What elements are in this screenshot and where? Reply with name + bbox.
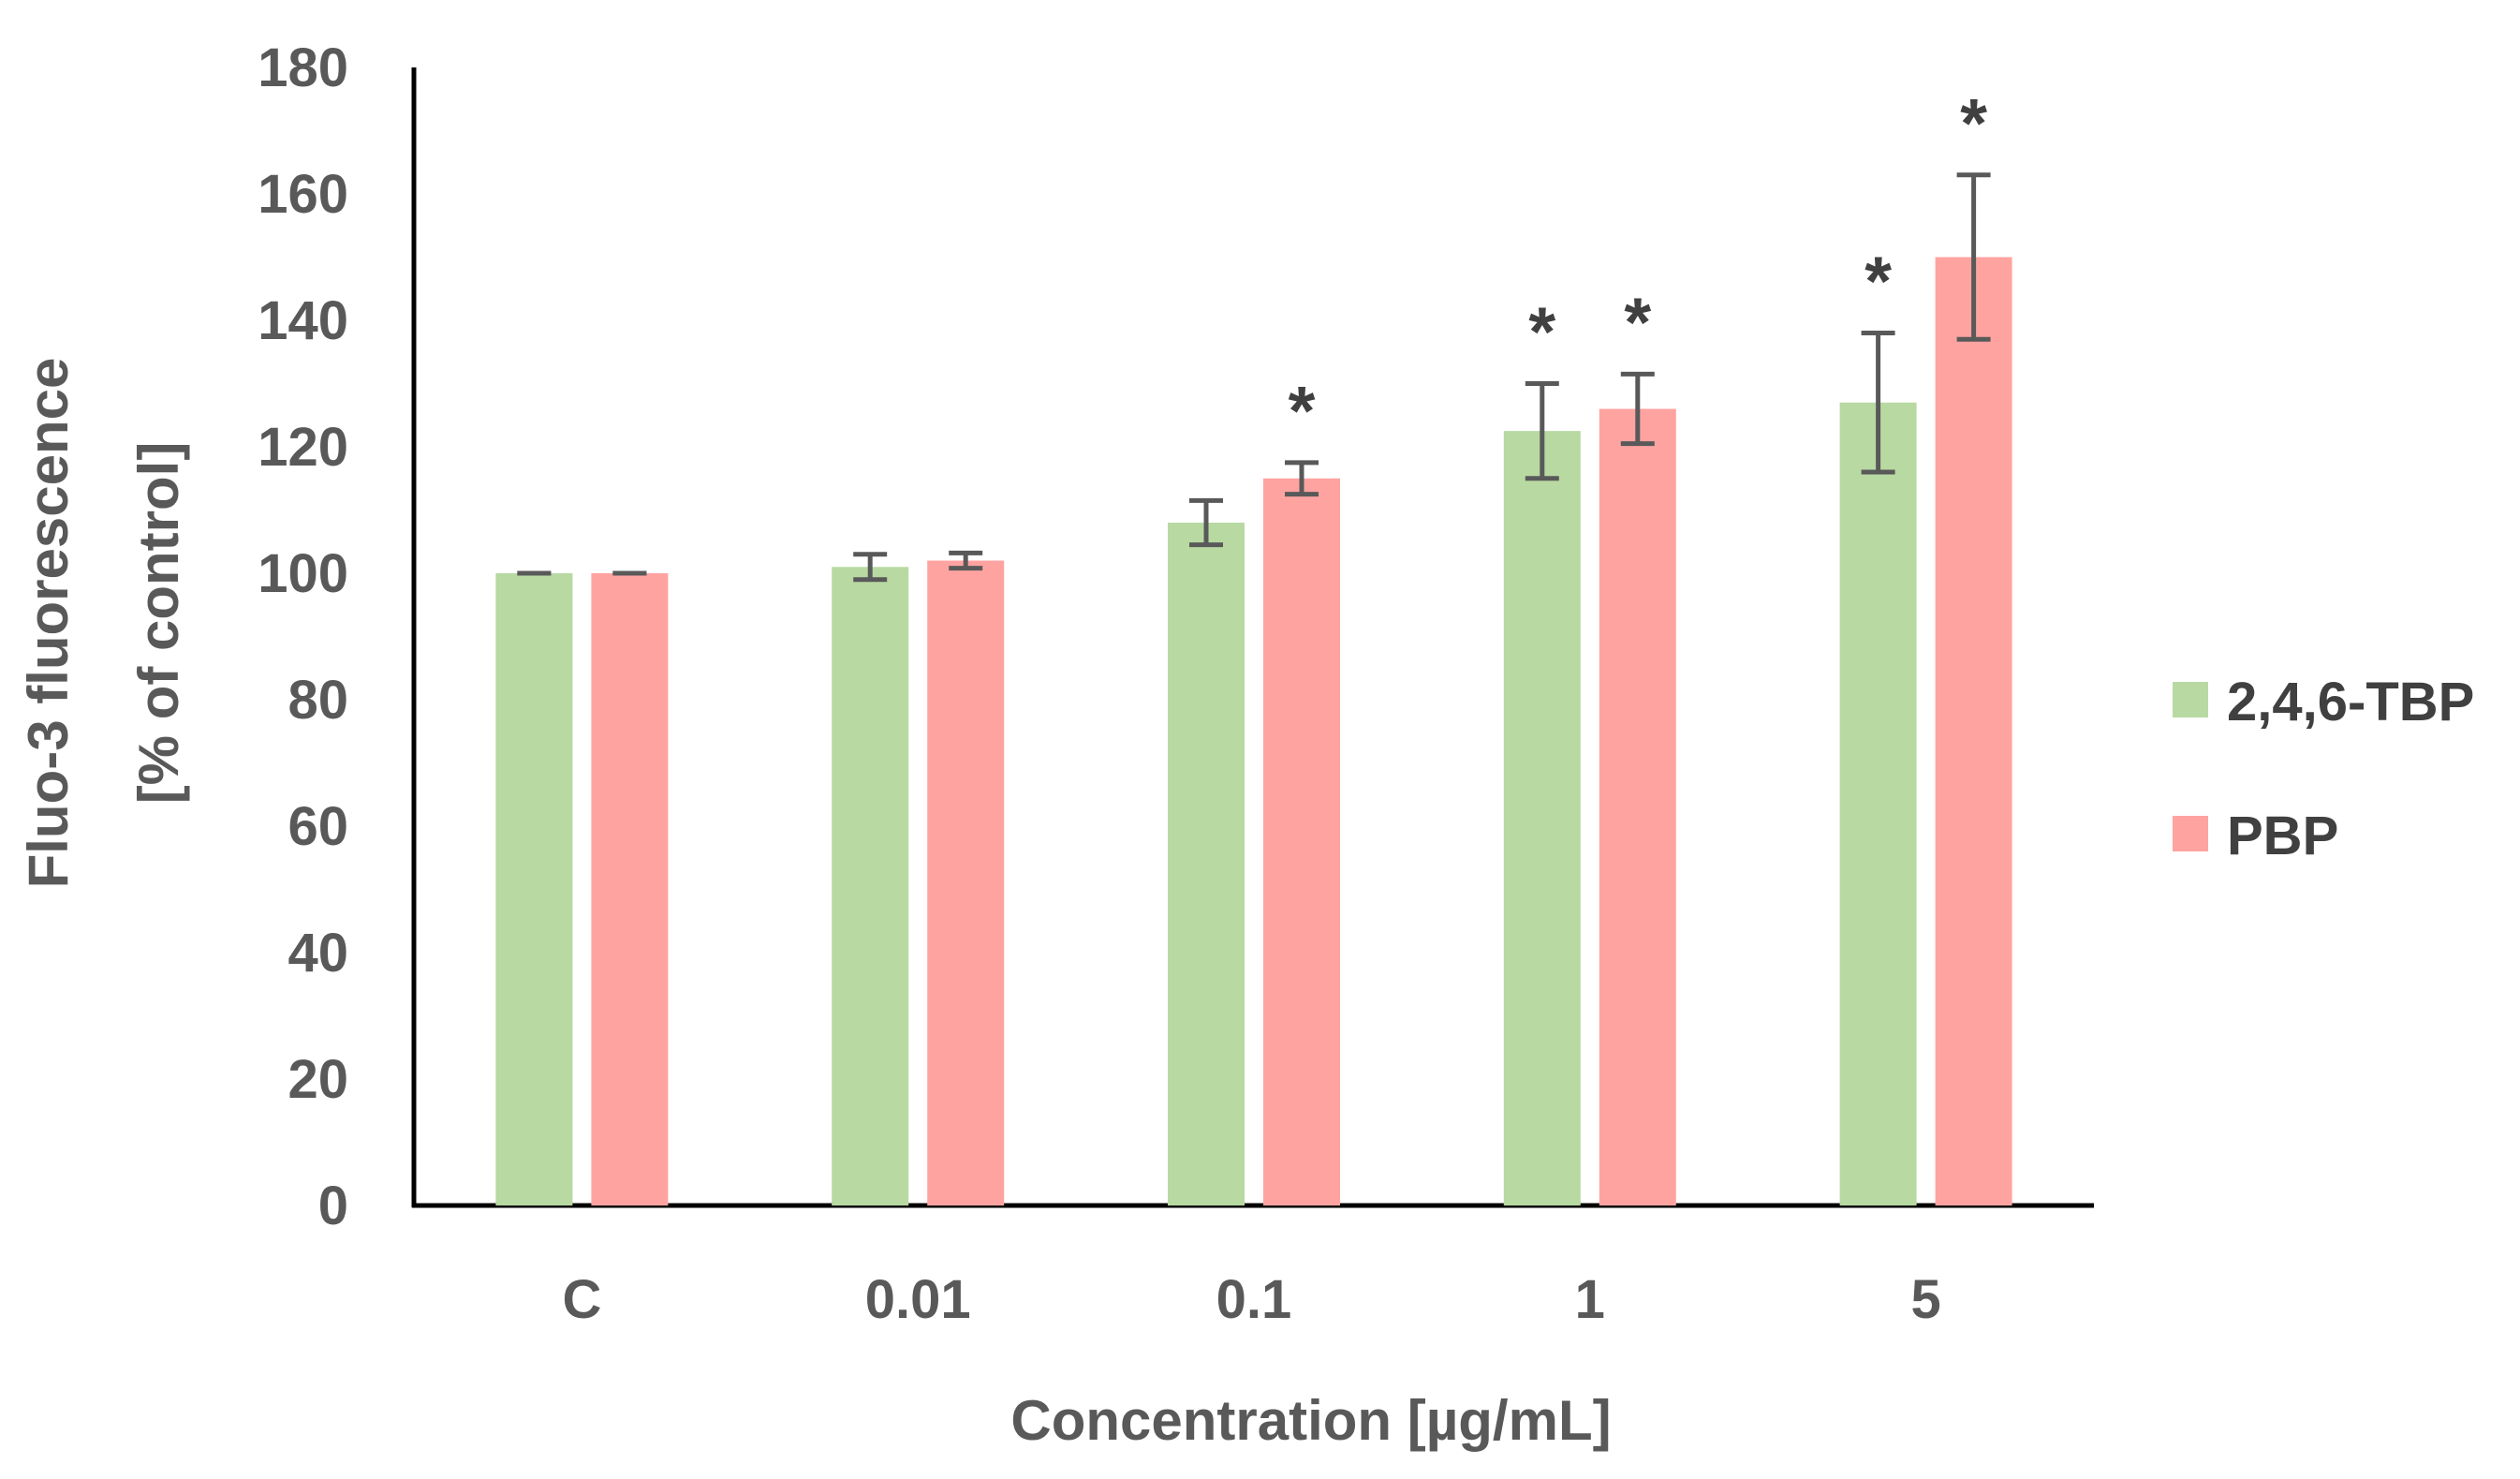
error-bar-2-4-6-tbp-5 (1861, 331, 1895, 475)
significance-markers: * * * * * (1289, 84, 1988, 450)
bar-pbp-c (591, 573, 669, 1205)
significance-asterisk: * (1528, 293, 1555, 371)
y-tick-label: 0 (318, 1176, 348, 1236)
bar-2-4-6-tbp-5 (1839, 402, 1917, 1205)
x-tick-label: 5 (1910, 1269, 1940, 1330)
bar-2-4-6-tbp-c (495, 573, 573, 1205)
tick-labels: 0 20 40 60 80 100 120 140 160 180 C 0.01 0.1 1 5 (258, 37, 1941, 1330)
error-bar-pbp-0-1 (1285, 460, 1319, 497)
x-axis-title: Concentration [µg/mL] (1010, 1389, 1611, 1452)
y-tick-label: 20 (287, 1049, 348, 1110)
legend-swatch-pbp (2173, 816, 2208, 851)
y-axis-title: Fluo-3 fluorescence [% of control] (17, 358, 190, 889)
legend-swatch-2-4-6-tbp (2173, 682, 2208, 717)
bar-2-4-6-tbp-0-01 (832, 567, 909, 1205)
error-bar-pbp-1 (1620, 371, 1655, 447)
x-tick-label: 1 (1575, 1269, 1605, 1330)
y-tick-label: 100 (258, 543, 348, 604)
legend-label-2-4-6-tbp: 2,4,6-TBP (2227, 672, 2474, 732)
y-tick-label: 140 (258, 290, 348, 351)
error-bar-2-4-6-tbp-0-1 (1189, 497, 1223, 548)
y-tick-label: 40 (287, 923, 348, 984)
significance-asterisk: * (1624, 283, 1651, 361)
bar-pbp-0-1 (1263, 478, 1340, 1205)
bar-pbp-1 (1599, 408, 1676, 1205)
y-axis-title-line1: Fluo-3 fluorescence (17, 358, 80, 889)
significance-asterisk: * (1960, 84, 1987, 162)
x-tick-label: C (562, 1269, 601, 1330)
legend: 2,4,6-TBP PBP (2173, 672, 2474, 866)
significance-asterisk: * (1289, 372, 1316, 450)
y-tick-label: 80 (287, 670, 348, 731)
axes (411, 67, 2094, 1208)
error-bar-2-4-6-tbp-0-01 (853, 552, 888, 583)
y-tick-label: 180 (258, 37, 348, 98)
error-bar-pbp-5 (1956, 172, 1991, 342)
bar-2-4-6-tbp-1 (1503, 431, 1581, 1205)
y-axis-title-line2: [% of control] (127, 442, 190, 805)
x-tick-label: 0.01 (865, 1269, 971, 1330)
bar-2-4-6-tbp-0-1 (1168, 523, 1245, 1205)
x-tick-label: 0.1 (1216, 1269, 1292, 1330)
bar-pbp-5 (1935, 257, 2012, 1205)
significance-asterisk: * (1864, 243, 1892, 320)
bars (495, 257, 2012, 1205)
error-bar-pbp-0-01 (949, 550, 983, 571)
bar-pbp-0-01 (927, 560, 1005, 1205)
y-tick-label: 60 (287, 796, 348, 857)
error-bar-2-4-6-tbp-1 (1525, 381, 1559, 481)
y-tick-label: 120 (258, 417, 348, 478)
legend-label-pbp: PBP (2227, 806, 2338, 866)
y-tick-label: 160 (258, 164, 348, 225)
error-bars (517, 172, 1991, 583)
